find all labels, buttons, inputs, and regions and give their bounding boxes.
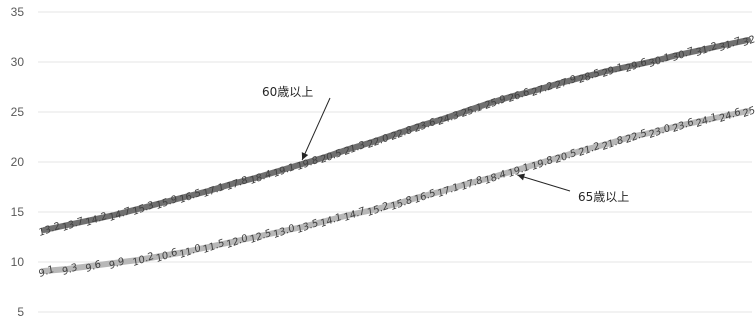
- data-label: 17.8: [460, 175, 485, 193]
- data-label: 14.7: [342, 206, 367, 224]
- data-label: 19.8: [295, 155, 320, 173]
- annotation-arrow: [301, 97, 331, 161]
- data-label: 19.1: [272, 162, 297, 180]
- data-label: 23.0: [647, 123, 672, 141]
- data-label: 12.0: [225, 233, 250, 251]
- grid-lines: [38, 11, 752, 313]
- data-label: 18.4: [248, 169, 273, 187]
- data-label: 27.9: [554, 74, 579, 92]
- data-label: 28.5: [577, 68, 602, 86]
- y-tick-label: 15: [11, 205, 25, 219]
- data-label: 16.5: [178, 188, 203, 206]
- y-tick-label: 25: [11, 105, 25, 119]
- data-label: 22.8: [389, 125, 414, 143]
- data-label: 25.9: [483, 94, 508, 112]
- data-label: 31.2: [694, 41, 719, 59]
- y-axis-ticks: 5 10 15 20 25 30 35: [11, 5, 25, 319]
- data-label: 29.6: [624, 57, 649, 75]
- data-label: 9.6: [84, 259, 103, 275]
- data-label: 12.5: [248, 228, 273, 246]
- data-label: 25.1: [460, 102, 485, 120]
- data-label: 25.1: [741, 102, 755, 120]
- annotations: 60歳以上 65歳以上: [262, 85, 629, 204]
- data-label: 18.4: [483, 169, 508, 187]
- annotation-arrow: [517, 174, 571, 192]
- data-label: 23.6: [413, 117, 438, 135]
- data-label: 27.2: [530, 81, 555, 99]
- data-label: 17.1: [436, 182, 461, 200]
- data-label: 20.5: [554, 148, 579, 166]
- data-label: 24.1: [694, 112, 719, 130]
- data-label: 15.9: [155, 194, 180, 212]
- data-label: 10.2: [131, 251, 156, 269]
- data-label: 30.7: [671, 46, 696, 64]
- data-label: 9.1: [37, 264, 56, 280]
- data-label: 17.8: [225, 175, 250, 193]
- data-label: 14.2: [84, 211, 109, 229]
- data-label: 11.5: [202, 238, 227, 256]
- series-line-1: [41, 37, 751, 233]
- annotation-arrowhead: [517, 173, 526, 181]
- data-label: 29.1: [600, 62, 625, 80]
- data-label: 15.2: [366, 201, 391, 219]
- data-label: 13.2: [37, 221, 62, 239]
- data-label: 32.2: [741, 31, 755, 49]
- y-tick-label: 20: [11, 155, 25, 169]
- data-label: 13.0: [272, 223, 297, 241]
- y-tick-label: 35: [11, 5, 25, 19]
- y-tick-label: 30: [11, 55, 25, 69]
- data-label: 15.8: [389, 195, 414, 213]
- data-label: 24.6: [718, 107, 743, 125]
- data-labels: 13.213.714.214.715.315.916.517.117.818.4…: [37, 31, 755, 280]
- series-lines: [41, 37, 751, 274]
- annotation-label: 65歳以上: [578, 190, 629, 204]
- data-label: 26.6: [507, 87, 532, 105]
- data-label: 13.5: [295, 218, 320, 236]
- data-label: 14.7: [108, 206, 133, 224]
- data-label: 19.1: [507, 162, 532, 180]
- data-label: 17.1: [202, 182, 227, 200]
- annotation-label: 60歳以上: [262, 85, 313, 99]
- annotation-arrowhead: [301, 152, 309, 160]
- data-label: 20.5: [319, 148, 344, 166]
- data-label: 14.1: [319, 212, 344, 230]
- data-label: 21.2: [577, 141, 602, 159]
- data-label: 22.5: [624, 128, 649, 146]
- data-label: 23.6: [671, 117, 696, 135]
- data-label: 11.0: [178, 243, 203, 261]
- data-label: 16.5: [413, 188, 438, 206]
- data-label: 15.3: [131, 200, 156, 218]
- y-tick-label: 10: [11, 255, 25, 269]
- data-label: 19.8: [530, 155, 555, 173]
- data-label: 9.9: [108, 256, 127, 272]
- series-line-2: [41, 108, 751, 274]
- data-label: 21.3: [342, 140, 367, 158]
- data-label: 24.3: [436, 110, 461, 128]
- data-label: 31.7: [718, 36, 743, 54]
- data-label: 21.8: [600, 135, 625, 153]
- y-tick-label: 5: [17, 305, 24, 319]
- data-label: 22.0: [366, 133, 391, 151]
- data-label: 9.3: [61, 262, 80, 278]
- data-label: 30.1: [647, 52, 672, 70]
- data-label: 13.7: [61, 216, 86, 234]
